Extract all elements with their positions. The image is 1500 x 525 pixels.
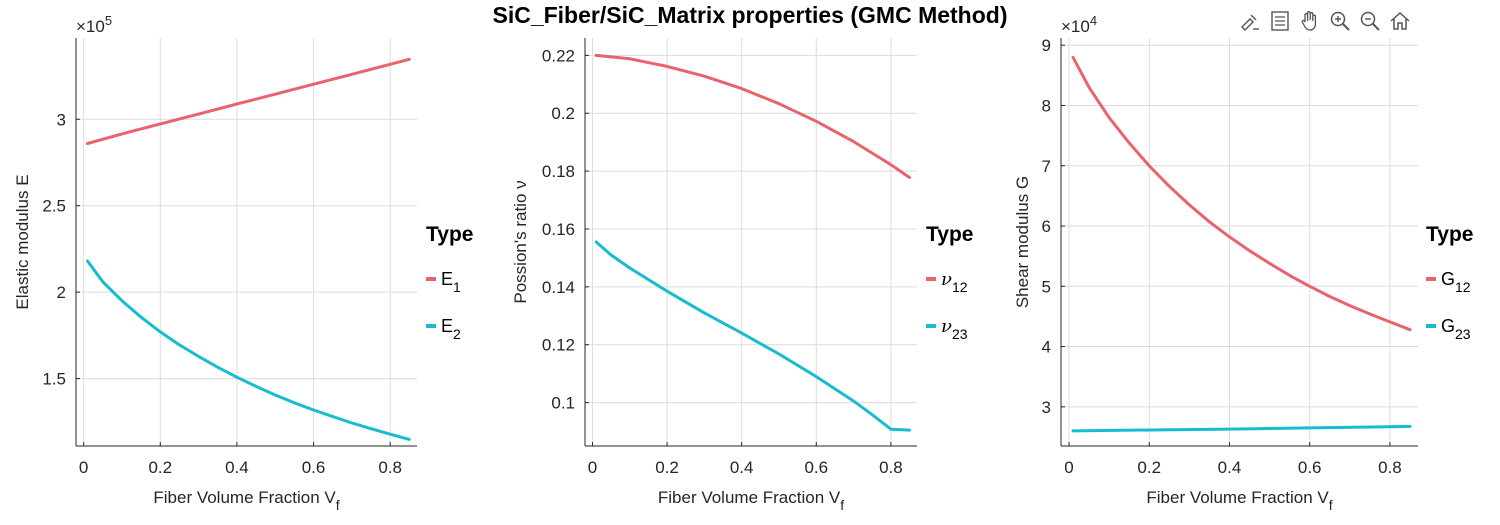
- legend-title: Type: [426, 223, 473, 246]
- y-tick-label: 6: [1042, 217, 1051, 236]
- y-tick-label: 5: [1042, 277, 1051, 296]
- y-tick-label: 0.2: [551, 104, 575, 123]
- chart-panel-1: 0 0.2 0.4 0.6 0.8 1.5 2 2.5 3 ×105 Fiber Volume Fr…: [13, 13, 473, 513]
- series-line-12: [594, 53, 911, 179]
- series-line-12: [1071, 55, 1412, 332]
- legend-entry: ν23: [941, 316, 968, 342]
- y-tick-label: 7: [1042, 157, 1051, 176]
- x-tick-label: 0.2: [1137, 458, 1161, 477]
- x-tick-label: 0: [79, 458, 88, 477]
- x-tick-label: 0: [588, 458, 597, 477]
- y-tick-label: 1.5: [42, 370, 66, 389]
- x-tick-label: 0.2: [655, 458, 679, 477]
- x-tick-label: 0.8: [1378, 458, 1402, 477]
- legend: Type ν12 ν23: [926, 223, 973, 342]
- y-tick-label: 0.14: [542, 278, 575, 297]
- legend: Type G12 G23: [1426, 223, 1473, 342]
- x-tick-label: 0.4: [1218, 458, 1242, 477]
- y-tick-label: 8: [1042, 96, 1051, 115]
- data-tips-brush-icon[interactable]: [1236, 7, 1264, 35]
- y-tick-label: 2.5: [42, 197, 66, 216]
- x-tick-label: 0.6: [804, 458, 828, 477]
- series-line-2: [86, 259, 411, 441]
- y-axis-label: Possion's ratio ν: [511, 180, 530, 303]
- series-line-23: [594, 240, 911, 432]
- y-tick-label: 4: [1042, 338, 1051, 357]
- figure-title: SiC_Fiber/SiC_Matrix properties (GMC Met…: [492, 2, 1008, 28]
- x-axis-label: Fiber Volume Fraction Vf: [153, 488, 339, 513]
- y-tick-label: 0.18: [542, 162, 575, 181]
- legend-entry: G12: [1441, 269, 1471, 295]
- y-tick-label: 0.12: [542, 336, 575, 355]
- y-axis-label: Elastic modulus E: [13, 174, 32, 309]
- chart-panel-3: 0 0.2 0.4 0.6 0.8 3 4 5 6 7 8 9 ×104 Fiber Volume Fra…: [1013, 13, 1473, 513]
- chart-panel-2: 0 0.2 0.4 0.6 0.8 0.1 0.12 0.14 0.16 0.18 0.2 0.22 F…: [511, 38, 973, 513]
- zoom-out-icon[interactable]: [1356, 7, 1384, 35]
- y-exponent-label: ×104: [1061, 13, 1097, 36]
- x-tick-label: 0.8: [879, 458, 903, 477]
- x-axis-label: Fiber Volume Fraction Vf: [658, 488, 844, 513]
- y-tick-label: 3: [57, 110, 66, 129]
- insert-legend-icon[interactable]: [1266, 7, 1294, 35]
- pan-hand-icon[interactable]: [1296, 7, 1324, 35]
- legend-entry: E1: [441, 269, 461, 295]
- x-tick-label: 0.4: [225, 458, 249, 477]
- x-tick-label: 0.6: [1298, 458, 1322, 477]
- y-tick-label: 0.16: [542, 220, 575, 239]
- legend-title: Type: [926, 223, 973, 246]
- y-exponent-label: ×105: [76, 13, 112, 36]
- zoom-in-icon[interactable]: [1326, 7, 1354, 35]
- series-line-23: [1071, 424, 1412, 433]
- legend: Type E1 E2: [426, 223, 473, 342]
- x-axis-label: Fiber Volume Fraction Vf: [1146, 488, 1332, 513]
- x-tick-label: 0: [1064, 458, 1073, 477]
- x-tick-label: 0.6: [302, 458, 326, 477]
- legend-entry: E2: [441, 316, 461, 342]
- legend-title: Type: [1426, 223, 1473, 246]
- y-tick-label: 2: [57, 283, 66, 302]
- legend-entry: G23: [1441, 316, 1471, 342]
- y-tick-label: 0.22: [542, 46, 575, 65]
- x-tick-label: 0.8: [378, 458, 402, 477]
- y-tick-label: 3: [1042, 398, 1051, 417]
- axes-toolbar: [1236, 7, 1414, 35]
- x-tick-label: 0.2: [148, 458, 172, 477]
- x-tick-label: 0.4: [730, 458, 754, 477]
- y-axis-label: Shear modulus G: [1013, 176, 1032, 308]
- legend-entry: ν12: [941, 269, 968, 295]
- series-line-1: [86, 57, 411, 145]
- home-restore-icon[interactable]: [1386, 7, 1414, 35]
- y-tick-label: 9: [1042, 36, 1051, 55]
- y-tick-label: 0.1: [551, 394, 575, 413]
